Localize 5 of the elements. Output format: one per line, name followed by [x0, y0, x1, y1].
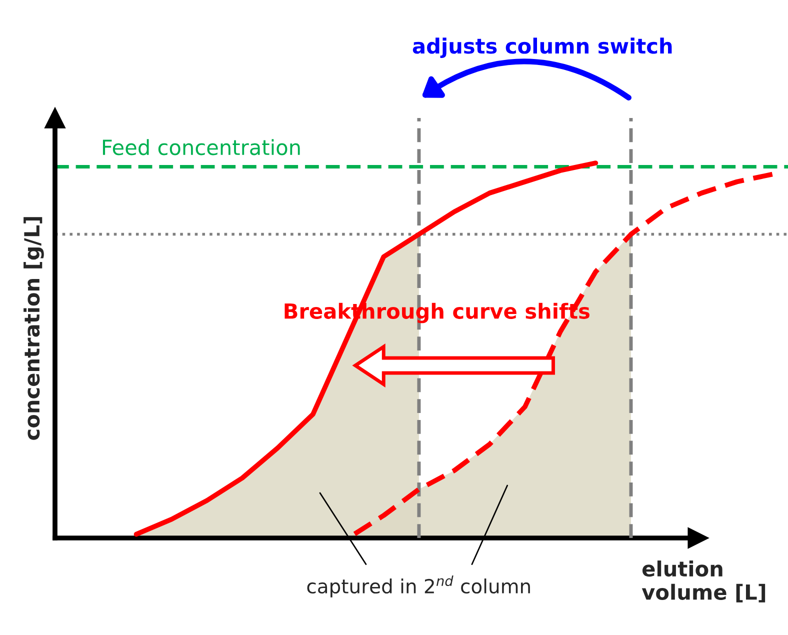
y-axis-title: concentration [g/L]	[24, 217, 44, 440]
text: captured in 2$^{nd}$ column	[307, 576, 530, 598]
x-axis-title: elution volume [L]	[642, 560, 766, 602]
text: adjusts column switch	[412, 38, 672, 58]
ref-line-label: Feed concentration	[102, 139, 300, 156]
